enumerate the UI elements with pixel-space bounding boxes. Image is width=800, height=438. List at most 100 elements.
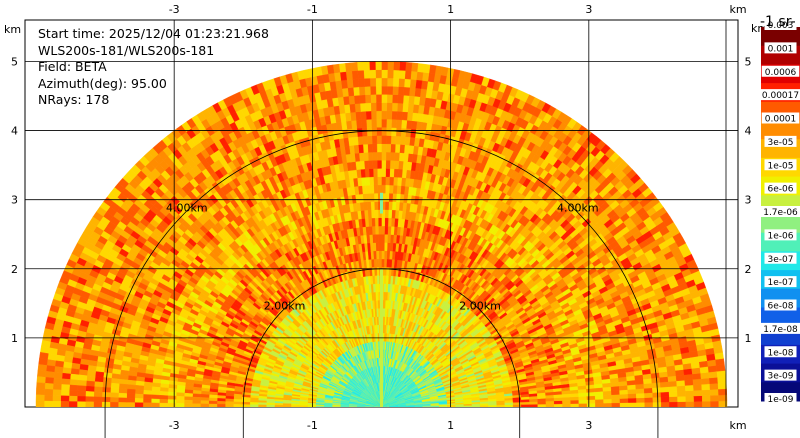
field-cell (381, 233, 385, 243)
field-cell (381, 176, 386, 186)
field-cell (266, 404, 275, 407)
field-cell (595, 402, 604, 407)
field-cell (381, 242, 385, 251)
field-cell (383, 275, 387, 284)
field-cell (383, 250, 388, 260)
field-cell (611, 402, 621, 407)
field-cell (167, 395, 177, 400)
field-cell (386, 242, 391, 252)
field-cell (611, 394, 621, 400)
field-cell (369, 192, 375, 202)
field-cell (266, 402, 275, 406)
field-cell (383, 258, 387, 268)
field-cell (282, 403, 292, 406)
field-cell (378, 225, 382, 235)
field-cell (167, 399, 177, 404)
field-cell (381, 217, 386, 227)
field-cell (175, 395, 185, 401)
field-cell (388, 192, 394, 202)
field-cell (384, 192, 390, 202)
field-cell (562, 403, 571, 407)
field-cell (175, 399, 185, 404)
field-cell (159, 394, 169, 400)
field-cell (388, 201, 393, 211)
field-cell (595, 398, 604, 404)
field-cell (388, 184, 394, 194)
field-cell (562, 400, 571, 405)
field-cell (390, 217, 396, 227)
field-cell (529, 403, 538, 407)
field-cell (377, 217, 382, 227)
field-cell (594, 394, 604, 400)
field-cell (365, 176, 370, 186)
field-cell (386, 250, 391, 260)
field-cell (381, 250, 385, 260)
field-cell (385, 275, 389, 285)
field-cell (373, 192, 379, 202)
field-cell (340, 406, 349, 407)
field-cell (603, 394, 612, 400)
field-cell (611, 398, 621, 404)
field-cell (192, 396, 202, 401)
field-cell (603, 398, 613, 404)
field-cell (373, 184, 378, 194)
field-cell (159, 398, 168, 404)
field-cell (151, 390, 161, 396)
field-cell (384, 242, 388, 252)
field-cell (225, 398, 234, 403)
field-cell (545, 400, 555, 405)
field-cell (373, 176, 378, 186)
field-cell (225, 403, 234, 407)
field-cell (570, 396, 580, 401)
field-cell (208, 397, 218, 402)
field-cell (553, 403, 563, 407)
field-cell (307, 405, 316, 407)
field-cell (348, 406, 357, 407)
field-cell (373, 201, 379, 210)
field-cell (151, 386, 161, 392)
field-cell (586, 402, 596, 407)
field-cell (216, 403, 226, 407)
field-cell (167, 402, 177, 407)
field-cell (374, 225, 379, 235)
field-cell (208, 403, 218, 407)
field-cell (331, 405, 341, 407)
field-cell (233, 404, 242, 407)
field-cell (381, 184, 386, 194)
field-cell (257, 404, 267, 407)
field-cell (391, 209, 396, 219)
field-cell (216, 400, 226, 405)
field-cell (200, 400, 209, 405)
field-cell (378, 242, 382, 251)
field-cell (387, 234, 391, 243)
field-cell (603, 402, 613, 407)
field-cell (387, 217, 392, 227)
field-cell (159, 402, 168, 407)
field-cell (378, 258, 382, 268)
field-cell (167, 391, 177, 397)
field-cell (385, 184, 390, 194)
field-cell (216, 398, 226, 402)
field-cell (545, 403, 555, 407)
field-cell (200, 403, 210, 407)
field-cell (384, 201, 390, 210)
field-cell (381, 225, 385, 235)
field-cell (561, 396, 571, 401)
field-cell (384, 217, 389, 227)
field-cell (387, 225, 392, 235)
field-cell (387, 209, 393, 219)
field-cell (537, 403, 547, 407)
field-cell (602, 390, 612, 396)
field-cell (282, 405, 292, 407)
field-cell (183, 396, 193, 401)
field-cell (554, 400, 563, 405)
field-cell (290, 405, 300, 407)
field-cell (150, 402, 160, 407)
field-cell (208, 400, 218, 405)
field-cell (369, 184, 375, 194)
field-cell (578, 399, 588, 404)
field-cell (323, 405, 333, 407)
field-cell (249, 404, 259, 407)
field-cell (392, 184, 398, 194)
